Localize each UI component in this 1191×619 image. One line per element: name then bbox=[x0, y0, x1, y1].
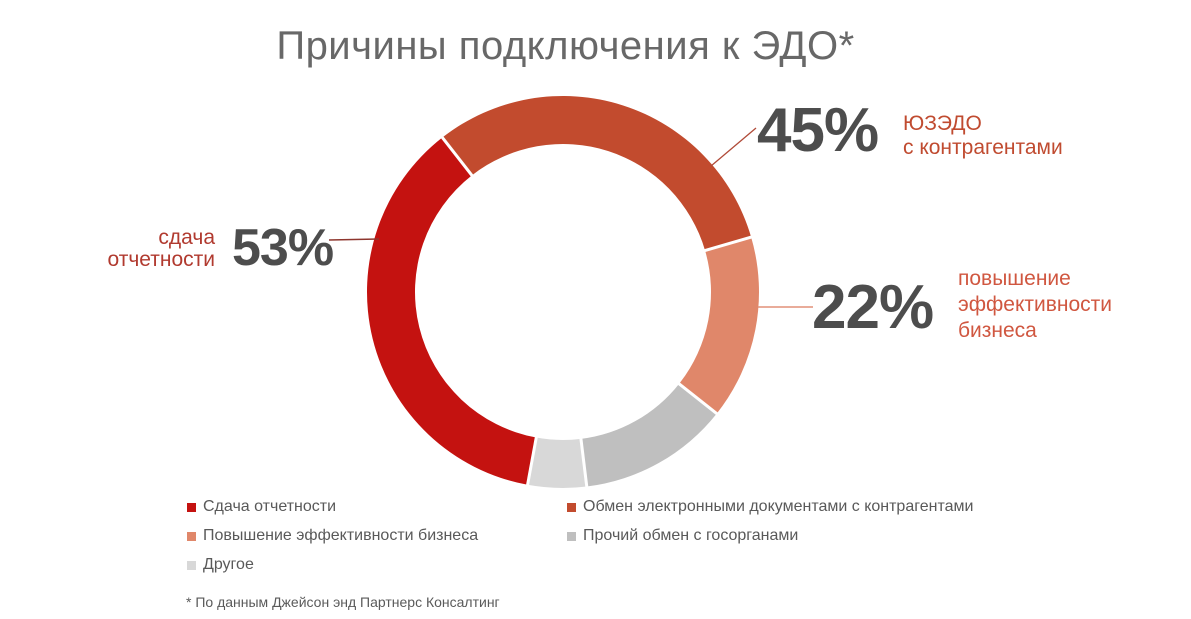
segment-gap bbox=[525, 435, 539, 488]
legend-swatch bbox=[187, 560, 196, 570]
callout-label-reporting: сдача отчетности bbox=[90, 227, 215, 271]
legend-swatch bbox=[187, 502, 196, 512]
segment-gap bbox=[676, 381, 720, 417]
legend-column-left: Сдача отчетности Повышение эффективности… bbox=[187, 498, 479, 586]
callout-label-efficiency: повышение эффективности бизнеса bbox=[958, 266, 1112, 344]
legend-label: Прочий обмен с госорганами bbox=[583, 527, 799, 544]
callout-label-contractors: ЮЗЭДО с контрагентами bbox=[903, 112, 1063, 160]
callout-label-line: ЮЗЭДО bbox=[903, 112, 982, 135]
callout-label-line: отчетности bbox=[107, 248, 215, 271]
legend-swatch bbox=[187, 531, 196, 541]
donut-segment bbox=[367, 137, 537, 485]
page-title: Причины подключения к ЭДО* bbox=[276, 24, 855, 68]
callout-pct-reporting: 53% bbox=[232, 219, 334, 277]
legend-swatch bbox=[567, 531, 576, 541]
callout-label-line: с контрагентами bbox=[903, 136, 1063, 159]
legend-item-contractors: Обмен электронными документами с контраг… bbox=[567, 498, 974, 515]
legend-label: Сдача отчетности bbox=[203, 498, 337, 515]
footnote: * По данным Джейсон энд Партнерс Консалт… bbox=[186, 594, 500, 610]
donut-segment bbox=[580, 383, 717, 487]
callout-label-line: повышение bbox=[958, 267, 1071, 290]
legend-swatch bbox=[567, 502, 576, 512]
donut-segment bbox=[679, 237, 759, 414]
leader-line-reporting bbox=[328, 238, 380, 241]
donut-segment bbox=[442, 96, 752, 251]
legend-label: Обмен электронными документами с контраг… bbox=[583, 498, 974, 515]
legend-item-reporting: Сдача отчетности bbox=[187, 498, 478, 515]
donut-segment bbox=[527, 437, 587, 488]
callout-pct-contractors: 45% bbox=[757, 96, 879, 165]
legend-label: Повышение эффективности бизнеса bbox=[203, 527, 479, 544]
donut-segments bbox=[367, 96, 759, 489]
callout-label-line: сдача bbox=[158, 226, 215, 249]
legend-column-right: Обмен электронными документами с контраг… bbox=[567, 498, 974, 557]
legend-item-other: Другое bbox=[187, 556, 478, 573]
callout-label-line: бизнеса bbox=[958, 319, 1037, 342]
callout-pct-efficiency: 22% bbox=[812, 273, 934, 342]
leader-line-contractors bbox=[710, 127, 757, 167]
segment-gap bbox=[579, 436, 589, 489]
legend-item-efficiency: Повышение эффективности бизнеса bbox=[187, 527, 479, 544]
segment-gap bbox=[702, 235, 754, 253]
legend-label: Другое bbox=[203, 556, 254, 573]
callout-label-line: эффективности bbox=[958, 293, 1113, 316]
segment-gap bbox=[439, 135, 475, 178]
legend-item-gov: Прочий обмен с госорганами bbox=[567, 527, 973, 544]
